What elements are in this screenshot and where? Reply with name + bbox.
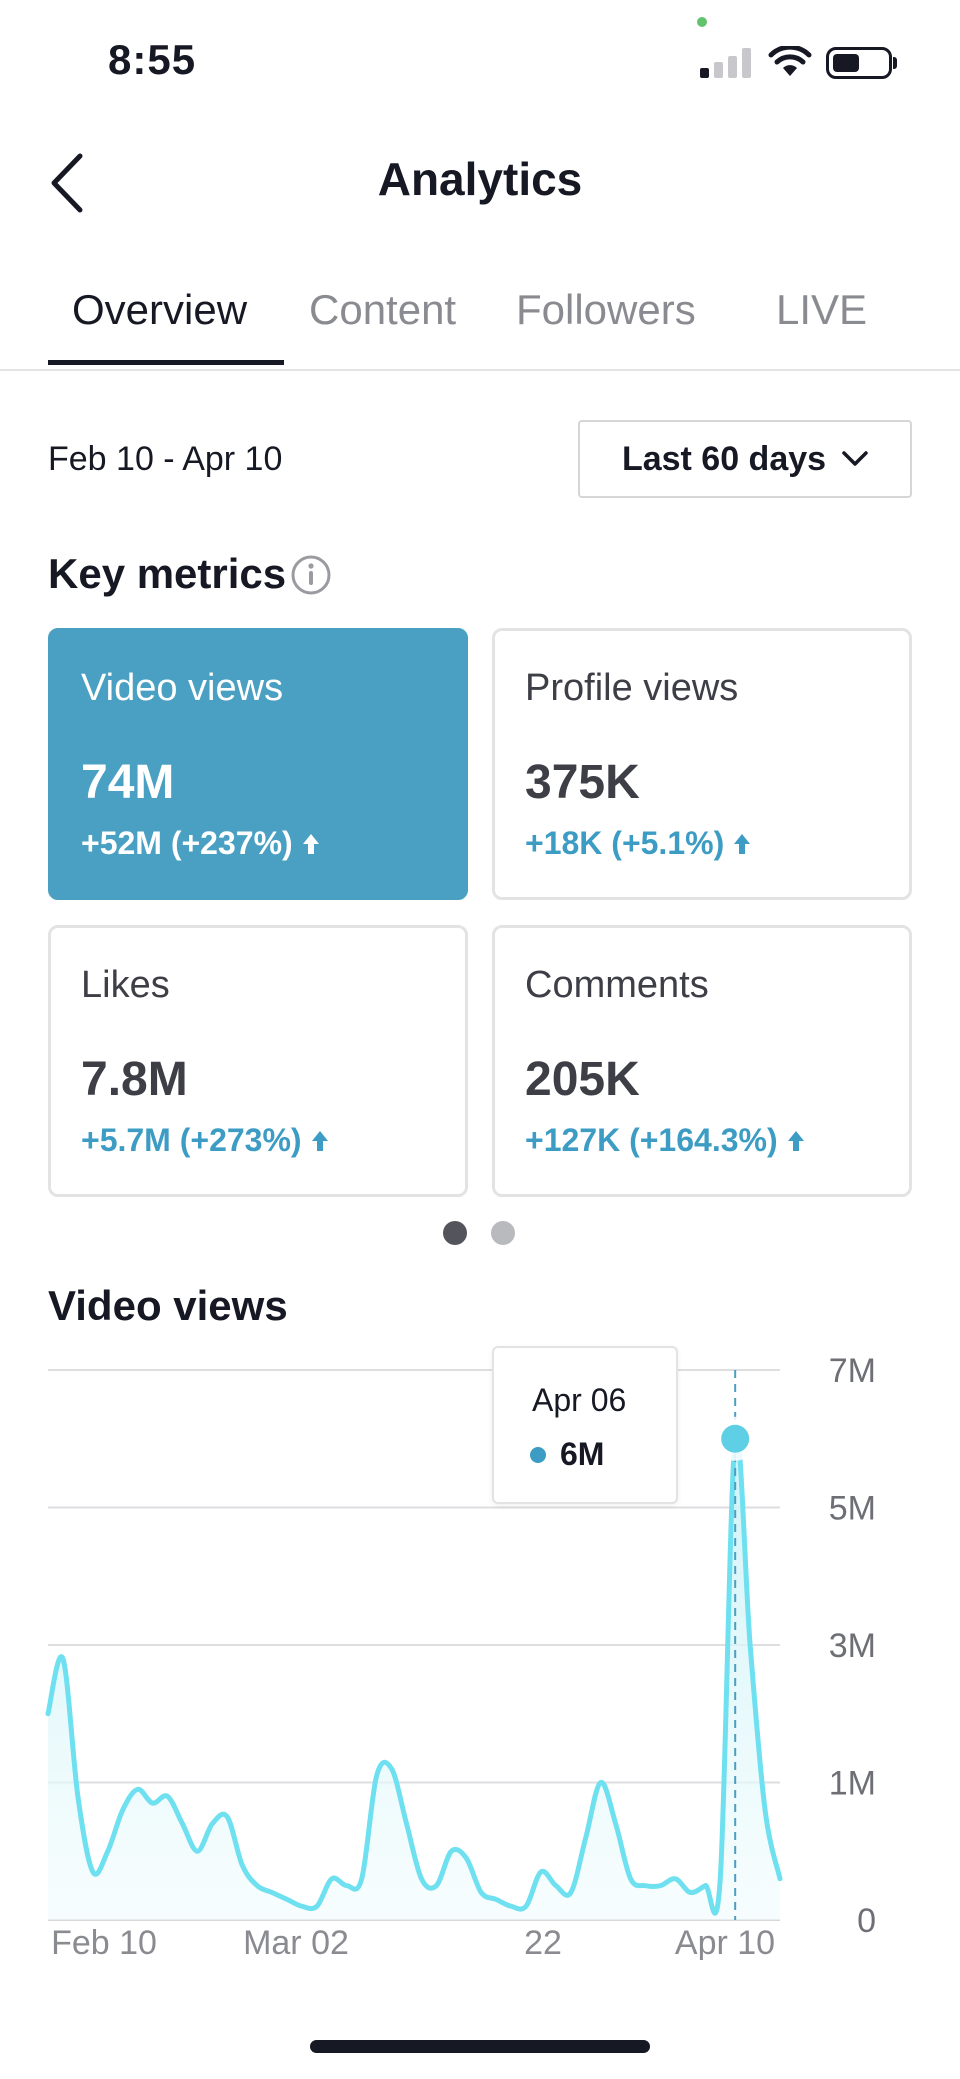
- tooltip-date: Apr 06: [532, 1382, 627, 1418]
- back-arrow-icon[interactable]: [46, 150, 86, 216]
- chart-tooltip: Apr 06 6M: [492, 1346, 678, 1504]
- metric-card-label: Profile views: [525, 667, 739, 709]
- metric-card-change-text: +18K (+5.1%): [525, 825, 725, 861]
- wifi-icon: [768, 46, 812, 76]
- y-tick-label: 1M: [829, 1765, 876, 1803]
- date-range-dropdown-label: Last 60 days: [621, 439, 827, 478]
- metric-card-value: 205K: [525, 1053, 640, 1106]
- camera-indicator-dot: [697, 17, 707, 27]
- key-metrics-title: Key metrics: [48, 550, 287, 597]
- series-color-dot: [530, 1446, 546, 1463]
- metric-card-change: +5.7M (+273%): [81, 1122, 330, 1159]
- date-range-label: Feb 10 - Apr 10: [48, 440, 283, 478]
- tooltip-value: 6M: [560, 1436, 605, 1472]
- chevron-down-icon: [842, 451, 868, 466]
- metric-card-change-text: +5.7M (+273%): [81, 1122, 302, 1158]
- tooltip-value-row: 6M: [530, 1436, 604, 1473]
- status-time: 8:55: [108, 36, 197, 83]
- battery-icon: [826, 47, 892, 79]
- metric-card-change: +18K (+5.1%): [525, 825, 752, 862]
- tab-content[interactable]: Content: [309, 286, 457, 333]
- metric-card-value: 74M: [81, 756, 175, 809]
- y-tick-label: 5M: [829, 1490, 876, 1528]
- tab-divider: [0, 369, 960, 371]
- metric-card-change-text: +52M (+237%): [81, 825, 293, 861]
- metric-card-likes[interactable]: Likes 7.8M +5.7M (+273%): [48, 925, 468, 1197]
- metric-card-label: Comments: [525, 964, 709, 1006]
- metric-card-comments[interactable]: Comments 205K +127K (+164.3%): [492, 925, 912, 1197]
- metric-card-change: +127K (+164.3%): [525, 1122, 806, 1159]
- arrow-up-icon: [302, 833, 319, 854]
- metric-card-label: Video views: [81, 667, 284, 709]
- date-range-dropdown[interactable]: Last 60 days: [578, 420, 912, 498]
- chart-line: [45, 1431, 783, 1916]
- metric-card-label: Likes: [81, 964, 170, 1006]
- tab-live[interactable]: LIVE: [776, 286, 868, 333]
- page-dot[interactable]: [491, 1221, 515, 1245]
- tooltip-marker-dot: [721, 1424, 750, 1453]
- x-tick-label: 22: [524, 1924, 562, 1960]
- x-tick-label: Mar 02: [243, 1924, 349, 1960]
- x-tick-label: Apr 10: [675, 1924, 775, 1960]
- page-dot-active[interactable]: [443, 1221, 467, 1245]
- tab-overview[interactable]: Overview: [72, 286, 248, 333]
- cellular-signal-icon: [700, 48, 752, 78]
- metric-card-change-text: +127K (+164.3%): [525, 1122, 778, 1158]
- arrow-up-icon: [787, 1130, 804, 1151]
- metric-card-video-views[interactable]: Video views 74M +52M (+237%): [48, 628, 468, 900]
- battery-cap: [893, 57, 897, 69]
- info-icon[interactable]: [290, 554, 332, 596]
- metric-card-value: 7.8M: [81, 1053, 188, 1106]
- arrow-up-icon: [734, 833, 751, 854]
- arrow-up-icon: [311, 1130, 328, 1151]
- tab-followers[interactable]: Followers: [516, 286, 696, 333]
- y-tick-label: 3M: [829, 1627, 876, 1665]
- chart-title: Video views: [48, 1282, 288, 1329]
- metric-card-value: 375K: [525, 756, 640, 809]
- active-tab-indicator: [48, 360, 284, 365]
- metric-card-change: +52M (+237%): [81, 825, 321, 862]
- video-views-chart[interactable]: 0 1M 3M 5M 7M Feb 10 Mar 02 22 Apr 10: [0, 1340, 960, 1960]
- y-tick-label: 0: [857, 1902, 876, 1940]
- y-tick-label: 7M: [829, 1352, 876, 1390]
- home-indicator: [310, 2040, 650, 2053]
- page-title: Analytics: [377, 153, 583, 205]
- metric-card-profile-views[interactable]: Profile views 375K +18K (+5.1%): [492, 628, 912, 900]
- x-tick-label: Feb 10: [51, 1924, 157, 1960]
